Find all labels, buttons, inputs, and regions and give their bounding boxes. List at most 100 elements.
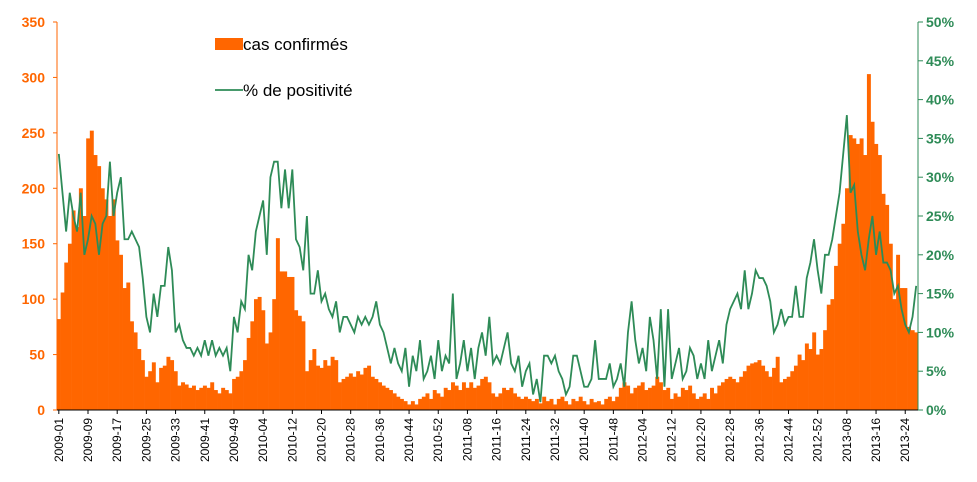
- bar: [545, 401, 550, 410]
- bar: [553, 404, 558, 410]
- bar: [837, 243, 842, 410]
- bar: [239, 371, 244, 410]
- bar: [312, 349, 317, 410]
- bar: [604, 398, 609, 410]
- bar: [885, 204, 890, 410]
- bar: [250, 321, 255, 410]
- y-tick-label: 300: [22, 69, 46, 85]
- bar: [148, 371, 153, 410]
- bar: [618, 387, 623, 410]
- bar: [691, 393, 696, 410]
- x-tick-label: 2009-41: [198, 418, 212, 462]
- bar: [907, 326, 912, 410]
- bar: [815, 354, 820, 410]
- bar: [870, 121, 875, 411]
- bar: [498, 393, 503, 410]
- bar: [859, 138, 864, 410]
- bar: [680, 387, 685, 410]
- bar: [494, 396, 499, 410]
- bar: [385, 387, 390, 410]
- bar: [863, 155, 868, 410]
- bar: [104, 199, 109, 410]
- y2-tick-label: 15%: [926, 286, 955, 302]
- bar: [892, 299, 897, 410]
- x-tick-label: 2013-16: [869, 418, 883, 462]
- y-tick-label: 150: [22, 236, 46, 252]
- bar: [505, 390, 510, 410]
- bar: [243, 360, 248, 410]
- bar: [728, 376, 733, 410]
- bar: [407, 404, 412, 410]
- bar: [633, 387, 638, 410]
- bar: [305, 371, 310, 410]
- bar: [899, 288, 904, 410]
- bar: [213, 390, 218, 410]
- bar: [316, 365, 320, 410]
- bar: [129, 321, 134, 410]
- bar: [202, 385, 207, 410]
- bar: [724, 378, 729, 410]
- bar: [290, 276, 295, 410]
- bar: [436, 393, 441, 410]
- bar: [589, 398, 594, 410]
- bar: [137, 349, 142, 410]
- bar: [432, 390, 437, 410]
- bar: [308, 360, 313, 410]
- bar: [607, 396, 612, 410]
- bar: [188, 387, 193, 410]
- bar: [513, 393, 517, 410]
- x-tick-label: 2012-12: [665, 418, 679, 462]
- bar: [790, 371, 795, 410]
- bar: [611, 401, 616, 410]
- bar: [742, 371, 747, 410]
- bar: [254, 299, 258, 410]
- bar: [896, 254, 901, 410]
- y-tick-label: 350: [22, 14, 46, 30]
- bar: [768, 376, 773, 410]
- bar: [352, 376, 357, 410]
- bar: [520, 398, 525, 410]
- bar: [823, 330, 828, 410]
- bar: [684, 390, 689, 410]
- bar: [534, 398, 539, 410]
- bar: [658, 382, 663, 410]
- bar: [830, 299, 835, 410]
- x-tick-label: 2013-08: [840, 418, 854, 462]
- y-tick-label: 50: [29, 347, 45, 363]
- bar: [793, 365, 798, 410]
- x-tick-label: 2010-12: [285, 418, 299, 462]
- bar: [403, 401, 408, 410]
- bar: [232, 378, 237, 410]
- legend-label: % de positivité: [243, 81, 353, 100]
- bar: [162, 365, 167, 410]
- bar: [454, 385, 459, 410]
- bar: [67, 243, 72, 410]
- x-tick-label: 2011-32: [548, 418, 562, 461]
- bar: [648, 387, 652, 410]
- bar: [845, 188, 849, 410]
- bar: [483, 376, 488, 410]
- x-tick-label: 2010-20: [315, 418, 329, 462]
- bar: [750, 363, 755, 410]
- x-tick-label: 2011-16: [490, 418, 504, 461]
- bar: [903, 288, 908, 410]
- bar: [144, 376, 149, 410]
- bar: [447, 390, 452, 410]
- bar: [516, 396, 521, 410]
- x-tick-label: 2010-52: [431, 418, 445, 462]
- bar: [82, 216, 87, 410]
- bar: [841, 223, 846, 410]
- bar: [808, 349, 813, 410]
- bar: [549, 398, 554, 410]
- bar: [374, 378, 379, 410]
- bar: [57, 319, 61, 410]
- bar: [301, 321, 306, 410]
- bar: [626, 385, 631, 410]
- bar: [509, 387, 514, 410]
- bar: [206, 387, 211, 410]
- bar: [731, 378, 736, 410]
- x-tick-label: 2012-28: [723, 418, 737, 462]
- y2-tick-label: 0%: [926, 402, 947, 418]
- bar: [257, 296, 262, 410]
- y2-tick-label: 25%: [926, 208, 955, 224]
